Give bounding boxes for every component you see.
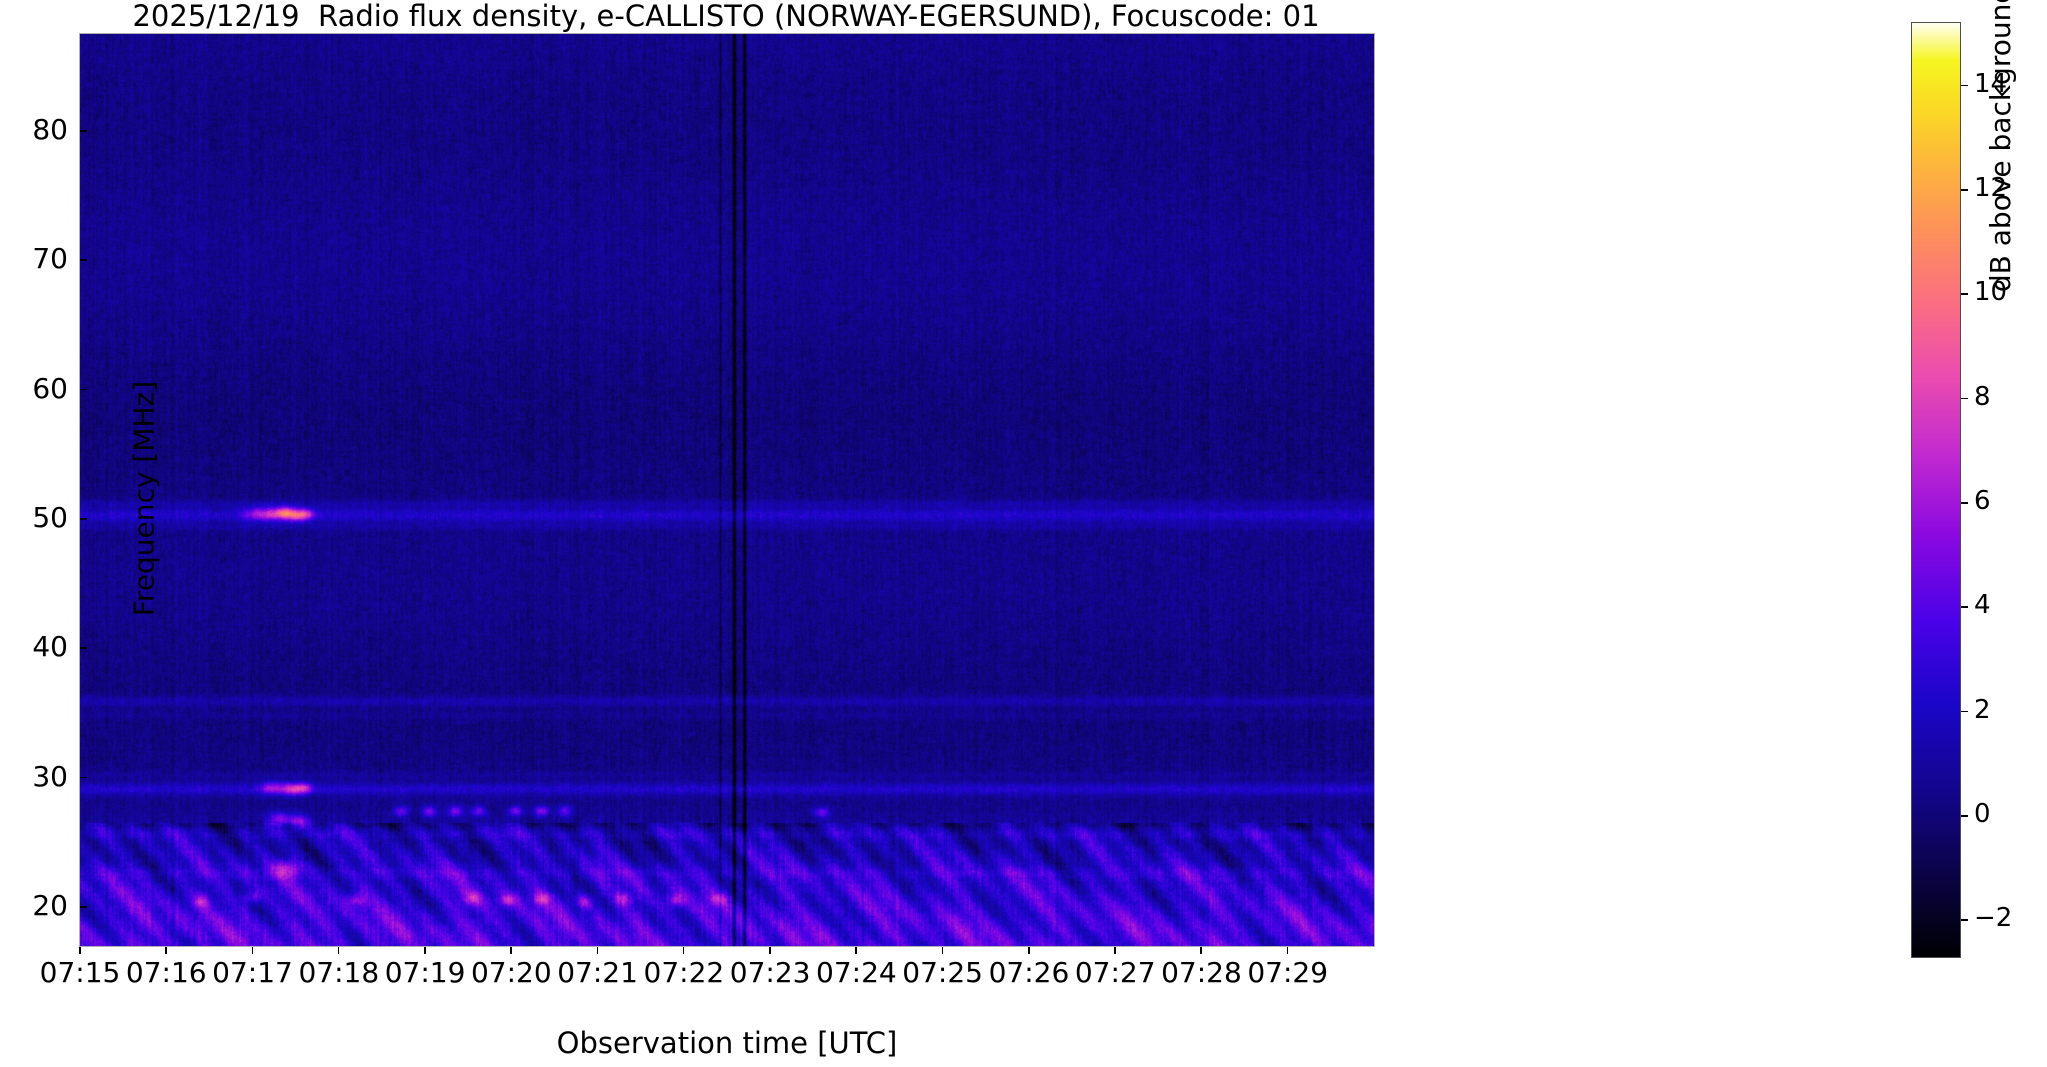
x-tick-label: 07:21 <box>557 956 638 989</box>
y-axis-label: Frequency [MHz] <box>127 380 161 617</box>
y-tick-label: 70 <box>32 242 68 276</box>
colorbar-tick-label: −2 <box>1974 903 2013 934</box>
x-tick-label: 07:15 <box>39 956 121 989</box>
y-tick-label: 40 <box>32 630 68 664</box>
y-tick-label: 20 <box>32 889 68 923</box>
x-tick-label: 07:26 <box>988 956 1070 989</box>
y-tick-label: 50 <box>32 501 68 535</box>
x-tick-label: 07:16 <box>125 956 207 989</box>
colorbar[interactable]: 14 12 10 8 6 4 2 0 −2 <box>1911 22 2012 958</box>
x-axis-label: Observation time [UTC] <box>556 1026 898 1060</box>
x-tick-label: 07:22 <box>643 956 725 989</box>
colorbar-tick-label: 12 <box>1974 172 2008 203</box>
x-tick-label: 07:18 <box>298 956 380 989</box>
page-title: 2025/12/19 Radio flux density, e-CALLIST… <box>132 0 1320 33</box>
spectrogram-image[interactable] <box>80 34 1374 946</box>
colorbar-tick-label: 10 <box>1974 277 2008 308</box>
y-tick-label: 60 <box>32 371 68 405</box>
colorbar-tick-label: 0 <box>1974 799 1991 830</box>
y-tick-label: 30 <box>32 759 68 793</box>
x-tick-label: 07:29 <box>1247 956 1329 989</box>
x-tick-label: 07:23 <box>729 956 811 989</box>
spectrogram-axes[interactable]: Frequency [MHz] 80 70 60 50 40 30 20 07:15 07:1… <box>32 33 1375 1060</box>
y-tick-label: 80 <box>32 113 68 147</box>
colorbar-tick-label: 6 <box>1974 486 1991 517</box>
x-tick-label: 07:25 <box>902 956 983 989</box>
x-tick-label: 07:24 <box>816 956 897 989</box>
x-tick-label: 07:17 <box>212 956 293 989</box>
colorbar-gradient <box>1912 23 1960 957</box>
colorbar-tick-label: 8 <box>1974 381 1991 412</box>
colorbar-tick-label: 4 <box>1974 590 1991 621</box>
colorbar-tick-label: 2 <box>1974 694 1991 725</box>
x-tick-label: 07:20 <box>470 956 552 989</box>
x-tick-label: 07:19 <box>384 956 466 989</box>
x-tick-label: 07:28 <box>1161 956 1242 989</box>
colorbar-tick-label: 14 <box>1974 68 2008 99</box>
x-tick-label: 07:27 <box>1074 956 1156 989</box>
colorbar-label: dB above background <box>1984 0 2017 293</box>
